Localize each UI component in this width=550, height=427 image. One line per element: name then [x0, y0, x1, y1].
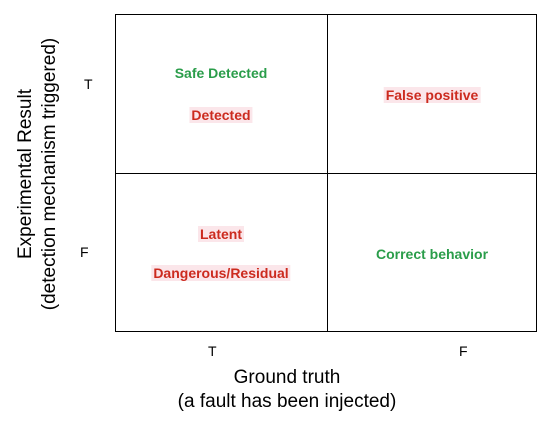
y-axis-title-line2: (detection mechanism triggered) — [39, 37, 60, 311]
y-tick-bottom: F — [80, 244, 89, 260]
y-tick-top: T — [84, 76, 93, 92]
x-axis-title-line1: Ground truth — [233, 367, 341, 388]
y-axis-title: Experimental Result (detection mechanism… — [14, 38, 62, 310]
x-axis-title: Ground truth (a fault has been injected) — [0, 366, 550, 414]
y-axis-title-line1: Experimental Result — [15, 88, 36, 260]
x-axis-title-line2: (a fault has been injected) — [177, 391, 397, 412]
x-tick-left: T — [208, 343, 217, 359]
label-detected: Detected — [189, 107, 253, 123]
label-latent: Latent — [198, 226, 244, 242]
label-dangerous-residual: Dangerous/Residual — [151, 265, 291, 281]
label-false-positive: False positive — [383, 87, 481, 103]
label-correct-behavior: Correct behavior — [375, 246, 489, 262]
horizontal-divider — [116, 173, 536, 174]
x-tick-right: F — [459, 343, 468, 359]
confusion-matrix: Safe Detected Detected False positive La… — [115, 14, 537, 332]
label-safe-detected: Safe Detected — [174, 65, 268, 81]
